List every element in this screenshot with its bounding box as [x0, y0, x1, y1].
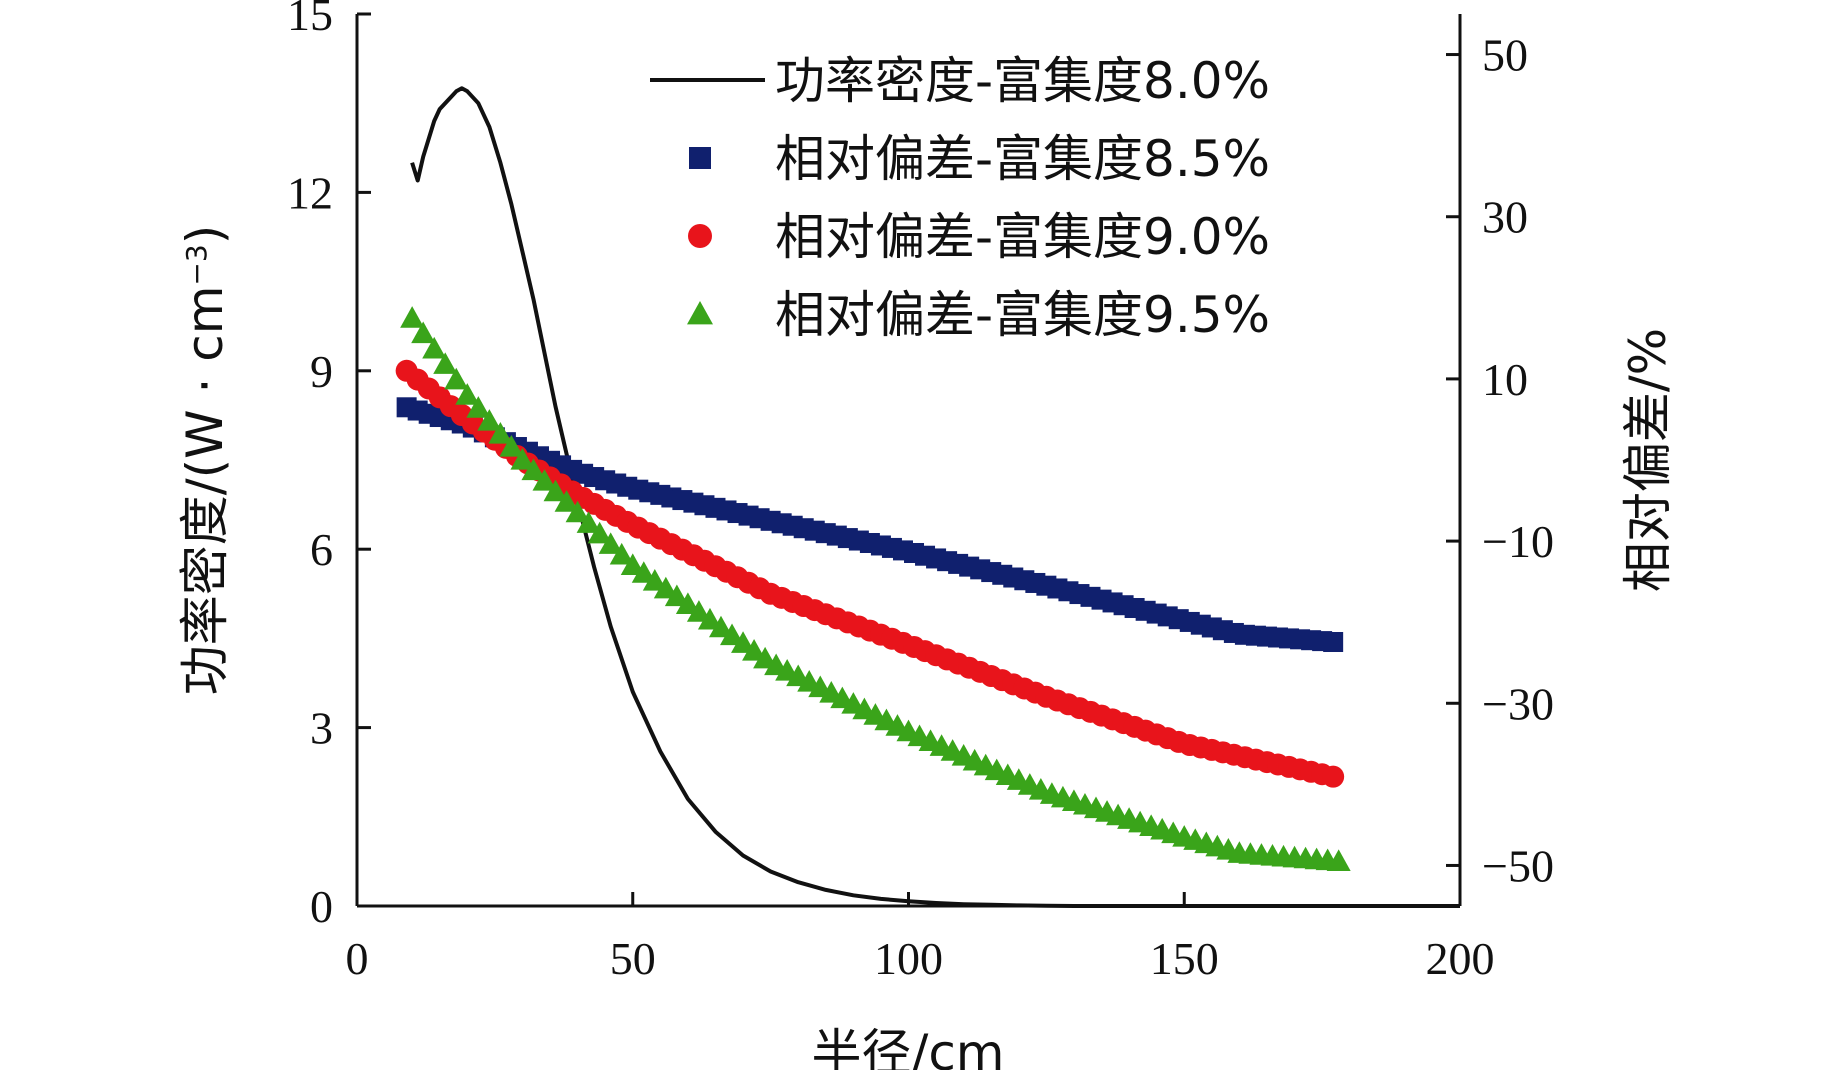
svg-text:功率密度/(W · cm−3): 功率密度/(W · cm−3): [176, 225, 234, 695]
series-1: [410, 86, 1460, 908]
svg-text:相对偏差/%: 相对偏差/%: [1619, 328, 1677, 592]
data-point-triangle: [742, 639, 767, 661]
data-point-triangle: [598, 532, 623, 554]
x-tick-label: 50: [610, 933, 656, 984]
data-point-triangle: [521, 458, 546, 481]
left-y-label-sup: −3: [180, 244, 213, 285]
right-y-ticks: −50 −30 −10 10 30 50: [1446, 30, 1554, 891]
data-point-triangle: [576, 511, 601, 533]
right-y-tick-label: 50: [1482, 30, 1528, 81]
left-y-tick-label: 6: [310, 524, 333, 575]
x-tick-label: 200: [1426, 933, 1495, 984]
data-point-triangle: [686, 600, 711, 622]
data-point-triangle: [1326, 849, 1351, 871]
data-point-triangle: [731, 631, 756, 653]
legend-label: 相对偏差-富集度9.5%: [775, 286, 1270, 344]
left-y-tick-label: 9: [310, 346, 333, 397]
right-y-tick-label: −50: [1482, 840, 1554, 891]
right-y-tick-label: −30: [1482, 678, 1554, 729]
x-tick-label: 100: [874, 933, 943, 984]
series-layer: [395, 86, 1460, 908]
left-y-tick-label: 15: [287, 0, 333, 40]
data-point-square: [689, 147, 711, 169]
data-point-triangle: [510, 448, 535, 470]
left-y-tick-label: 3: [310, 703, 333, 754]
legend-label: 相对偏差-富集度9.0%: [775, 208, 1270, 266]
left-y-ticks: 0 3 6 9 12 15: [287, 0, 371, 932]
right-y-axis-label: 相对偏差/%: [1619, 328, 1677, 592]
left-y-tick-label: 12: [287, 167, 333, 218]
x-tick-label: 150: [1150, 933, 1219, 984]
data-point-triangle: [675, 592, 700, 614]
right-y-tick-label: 10: [1482, 354, 1528, 405]
x-axis-label: 半径/cm: [811, 1024, 1004, 1070]
data-point-triangle: [697, 607, 722, 630]
x-tick-label: 0: [346, 933, 369, 984]
data-point-triangle: [587, 521, 612, 544]
right-y-tick-label: 30: [1482, 192, 1528, 243]
data-point-triangle: [609, 542, 634, 565]
left-y-tick-label: 0: [310, 881, 333, 932]
left-y-label-main: 功率密度/(W · cm: [176, 286, 234, 696]
data-point-triangle: [444, 367, 469, 390]
x-ticks: 0 50 100 150 200: [346, 892, 1495, 984]
data-point-triangle: [422, 336, 447, 359]
data-point-triangle: [433, 352, 458, 374]
data-point-triangle: [532, 469, 557, 491]
data-point-triangle: [708, 615, 733, 638]
legend: 功率密度-富集度8.0% 相对偏差-富集度8.5% 相对偏差-富集度9.0% 相对偏差…: [650, 52, 1270, 344]
legend-label: 功率密度-富集度8.0%: [775, 52, 1270, 110]
left-y-label-close: ): [176, 225, 234, 245]
data-point-triangle: [554, 490, 579, 512]
series-4: [400, 306, 1351, 871]
data-point-triangle: [664, 584, 689, 607]
data-point-triangle: [642, 568, 667, 591]
data-point-circle: [688, 224, 712, 248]
legend-item: 相对偏差-富集度9.0%: [688, 208, 1270, 266]
right-y-tick-label: −10: [1482, 516, 1554, 567]
data-point-triangle: [653, 576, 678, 599]
legend-label: 相对偏差-富集度8.5%: [775, 130, 1270, 188]
left-y-axis-label: 功率密度/(W · cm−3): [176, 225, 234, 695]
data-point-triangle: [477, 409, 502, 431]
data-point-triangle: [488, 422, 513, 444]
data-point-triangle: [455, 383, 480, 405]
data-point-triangle: [687, 301, 713, 325]
series-2: [396, 397, 1344, 653]
legend-item: 相对偏差-富集度8.5%: [689, 130, 1270, 188]
data-point-circle: [1322, 765, 1345, 788]
data-point-triangle: [565, 500, 590, 523]
data-point-triangle: [400, 306, 425, 328]
data-point-square: [1323, 632, 1344, 653]
data-point-triangle: [620, 553, 645, 576]
series-3: [395, 359, 1345, 788]
data-point-triangle: [466, 396, 491, 418]
data-point-triangle: [720, 623, 745, 646]
power-density-line: [410, 86, 1460, 908]
data-point-triangle: [499, 435, 524, 457]
data-point-triangle: [411, 321, 436, 344]
data-point-triangle: [631, 561, 656, 583]
data-point-triangle: [543, 479, 568, 502]
legend-item: 相对偏差-富集度9.5%: [687, 286, 1270, 344]
legend-item: 功率密度-富集度8.0%: [650, 52, 1270, 110]
